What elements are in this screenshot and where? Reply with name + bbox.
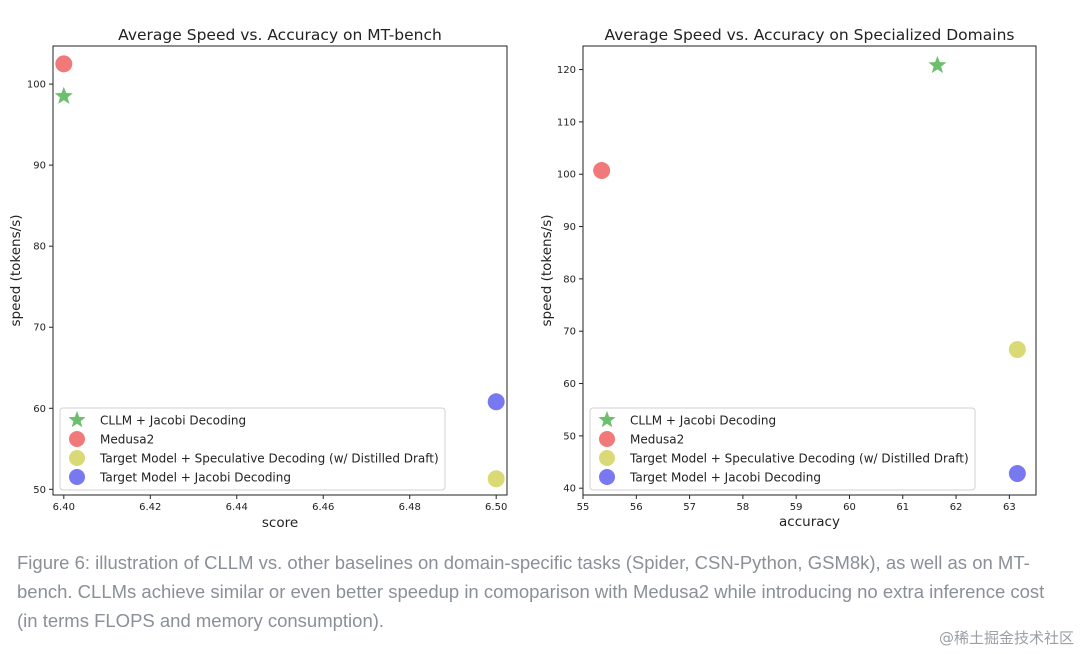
chart1-legend-label: Target Model + Jacobi Decoding <box>99 471 291 485</box>
chart1-y-tick-label: 70 <box>33 323 46 334</box>
chart1-x-axis-label: score <box>262 515 298 531</box>
chart1-legend-marker-star <box>68 411 86 428</box>
chart2-y-tick-label: 90 <box>563 222 576 233</box>
chart2-y-axis-label: speed (tokens/s) <box>539 215 555 327</box>
chart1-legend-marker-circle <box>69 450 85 466</box>
chart2-point-medusa2 <box>593 162 611 180</box>
chart2-x-tick-label: 56 <box>630 502 643 513</box>
chart2-legend-marker-star <box>598 411 616 428</box>
chart2-legend-label: CLLM + Jacobi Decoding <box>630 414 776 428</box>
chart1-x-tick-label: 6.48 <box>399 502 421 513</box>
chart2-legend-marker-circle <box>599 431 615 447</box>
chart1-y-tick-label: 100 <box>27 80 46 91</box>
chart1-title: Average Speed vs. Accuracy on MT-bench <box>118 26 442 44</box>
chart1-y-tick-label: 50 <box>33 485 46 496</box>
chart2-legend-label: Medusa2 <box>630 433 684 447</box>
chart1-x-tick-label: 6.40 <box>53 502 75 513</box>
figure-charts: Average Speed vs. Accuracy on MT-bench 6.… <box>8 26 1037 531</box>
chart2-y-tick-label: 110 <box>557 117 576 128</box>
chart2-legend-label: Target Model + Jacobi Decoding <box>629 471 821 485</box>
chart2-y-tick-label: 70 <box>563 327 576 338</box>
chart1-y-axis-label: speed (tokens/s) <box>8 215 24 327</box>
chart1-x-tick-label: 6.46 <box>312 502 334 513</box>
chart1-x-tick-label: 6.44 <box>226 502 248 513</box>
chart2-x-tick-label: 55 <box>577 502 590 513</box>
chart1-legend-marker-circle <box>69 469 85 485</box>
chart1-y-tick-label: 60 <box>33 404 46 415</box>
chart1-point-speculative-decoding <box>487 470 505 488</box>
chart1-legend-label: Medusa2 <box>100 433 154 447</box>
watermark: @稀土掘金技术社区 <box>938 629 1074 647</box>
chart2-legend-label: Target Model + Speculative Decoding (w/ … <box>629 452 969 466</box>
chart2-y-tick-label: 40 <box>563 484 576 495</box>
chart1-y-tick-label: 80 <box>33 242 46 253</box>
chart1-legend-box <box>59 407 446 491</box>
chart1-point-medusa2 <box>55 55 73 73</box>
chart2-legend-marker-circle <box>599 469 615 485</box>
chart1-point-target-jacobi <box>487 393 505 411</box>
chart1-x-tick-label: 6.42 <box>139 502 161 513</box>
chart2-x-axis-label: accuracy <box>779 514 840 530</box>
chart2-x-tick-label: 62 <box>950 502 963 513</box>
chart2-y-tick-label: 60 <box>563 379 576 390</box>
chart2-legend-marker-circle <box>599 450 615 466</box>
chart2-y-tick-label: 80 <box>563 274 576 285</box>
chart2-x-tick-label: 58 <box>737 502 750 513</box>
chart1-x-tick-label: 6.50 <box>485 502 507 513</box>
figure-caption: Figure 6: illustration of CLLM vs. other… <box>17 552 1045 631</box>
chart2-point-cllm-jacobi <box>928 55 947 73</box>
chart2-x-tick-label: 59 <box>790 502 803 513</box>
chart1-legend-marker-circle <box>69 431 85 447</box>
chart2-legend-box <box>589 407 976 491</box>
chart2-point-speculative-decoding <box>1008 341 1026 359</box>
chart2-y-tick-label: 100 <box>557 170 576 181</box>
chart1-axes-frame <box>52 45 508 496</box>
chart2-point-target-jacobi <box>1008 465 1026 483</box>
chart2-x-tick-label: 63 <box>1003 502 1016 513</box>
chart2-axes-frame <box>582 45 1037 496</box>
chart1-legend-label: CLLM + Jacobi Decoding <box>100 414 246 428</box>
chart2-x-tick-label: 57 <box>683 502 696 513</box>
chart1-y-tick-label: 90 <box>33 161 46 172</box>
chart2-x-tick-label: 60 <box>843 502 856 513</box>
chart2-title: Average Speed vs. Accuracy on Specialize… <box>605 26 1015 44</box>
chart2-x-tick-label: 61 <box>896 502 909 513</box>
chart2-y-tick-label: 120 <box>557 65 576 76</box>
chart1-legend-label: Target Model + Speculative Decoding (w/ … <box>99 452 439 466</box>
chart1-point-cllm-jacobi <box>54 86 73 104</box>
chart2-y-tick-label: 50 <box>563 431 576 442</box>
